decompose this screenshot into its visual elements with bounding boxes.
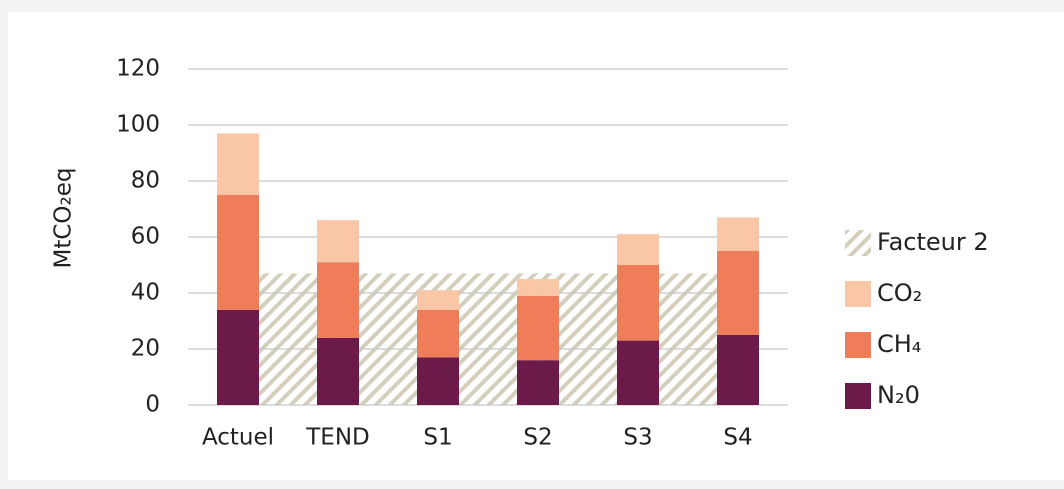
x-tick-label: TEND — [305, 425, 370, 451]
y-tick-label: 20 — [131, 336, 160, 362]
bar-segment — [517, 295, 559, 361]
bar-segment — [717, 217, 759, 251]
bar-segment — [217, 133, 259, 195]
bar-segment — [317, 220, 359, 263]
x-tick-label: S2 — [523, 425, 552, 451]
legend-swatch — [845, 383, 871, 409]
legend-swatch — [845, 230, 871, 256]
bar-segment — [617, 234, 659, 265]
bar-segment — [317, 262, 359, 338]
x-tick-label: S1 — [423, 425, 452, 451]
bar-segment — [717, 335, 759, 405]
bar-segment — [617, 340, 659, 405]
bar-segment — [617, 265, 659, 341]
bar-segment — [217, 195, 259, 310]
legend-label: N₂0 — [877, 381, 920, 409]
bar-segment — [417, 357, 459, 405]
y-axis-label: MtCO₂eq — [51, 168, 77, 269]
bar-segment — [217, 309, 259, 405]
y-tick-label: 0 — [145, 392, 160, 418]
legend-swatch — [845, 281, 871, 307]
legend-label: CO₂ — [877, 279, 922, 307]
x-tick-label: S4 — [723, 425, 752, 451]
bar-segment — [417, 309, 459, 358]
y-tick-label: 40 — [131, 280, 160, 306]
bar-segment — [517, 360, 559, 405]
bar-segment — [417, 290, 459, 310]
legend-label: CH₄ — [877, 330, 921, 358]
bar-segment — [717, 251, 759, 335]
y-tick-label: 60 — [131, 224, 160, 250]
legend-label: Facteur 2 — [877, 228, 989, 256]
x-tick-label: Actuel — [202, 425, 274, 451]
x-tick-label: S3 — [623, 425, 652, 451]
y-tick-label: 120 — [116, 56, 160, 82]
bar-segment — [317, 337, 359, 405]
bar-segment — [517, 279, 559, 296]
y-tick-label: 100 — [116, 112, 160, 138]
y-tick-label: 80 — [131, 168, 160, 194]
legend-swatch — [845, 332, 871, 358]
